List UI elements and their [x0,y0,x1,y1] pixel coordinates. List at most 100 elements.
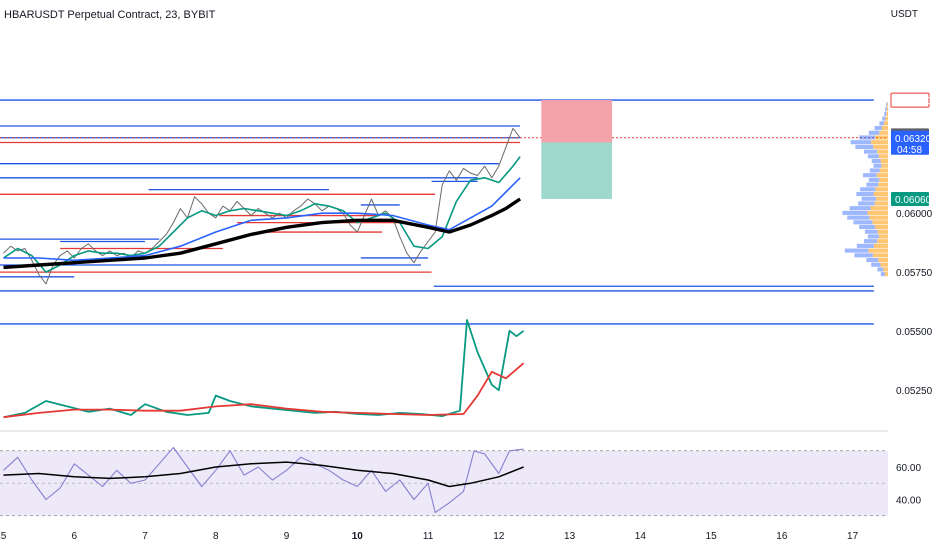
volume-profile [842,102,888,277]
profile-bar-poc [868,248,888,253]
time-tick-label: 12 [493,531,505,542]
take-profit-zone [541,142,613,200]
series-rsi [3,446,524,514]
time-tick-label: 11 [423,531,434,542]
profile-bar-poc [885,116,888,121]
time-tick-label: 6 [72,531,78,542]
rsi-tick-label: 60.00 [896,463,921,474]
profile-bar-poc [871,140,888,145]
profile-bar [879,121,885,126]
profile-bar-poc [878,257,888,263]
profile-bar-poc [879,177,888,182]
profile-bar-poc [880,158,888,164]
profile-bar-poc [876,196,888,201]
profile-bar-poc [875,135,888,140]
profile-bar-poc [877,149,888,154]
time-tick-label: 14 [635,531,647,542]
profile-bar [856,243,874,248]
profile-bar [864,239,878,244]
time-tick-label: 17 [847,531,859,542]
series-ema-fast [3,156,521,273]
panel-backgrounds [0,430,888,517]
profile-bar [866,182,879,187]
profile-bar [859,224,876,230]
series-rsi-ma [3,461,524,488]
profile-bar [885,107,887,112]
oscillator-panel [3,319,525,419]
profile-bar [867,234,879,239]
series-osc-slow [3,362,525,419]
rsi-panel [3,446,524,514]
time-tick-label: 7 [142,531,148,542]
time-tick-label: 9 [284,531,290,542]
profile-bar-poc [869,215,888,220]
profile-bar-poc [874,201,888,206]
axis-labels: 0.06000 0.05750 0.05500 0.05250 60.00 40.00 5 6… [1,209,932,542]
time-tick-label: 16 [776,531,788,542]
currency-label: USDT [890,9,918,20]
profile-bar-poc [875,224,888,230]
profile-bar-poc [879,130,888,135]
profile-bar [864,149,878,154]
profile-bar-poc [875,187,888,192]
profile-bar [867,154,879,159]
price-tag-label: 0.06060 [895,195,932,206]
horizontal-levels [0,99,888,325]
profile-bar-poc [884,121,888,126]
bar-countdown: 04:58 [897,145,922,156]
profile-bar-poc [883,267,888,272]
profile-bar-poc [879,168,888,173]
profile-bar-poc [884,272,888,277]
profile-bar [854,253,873,258]
profile-bar-poc [880,262,888,267]
time-tick-label: 8 [213,531,219,542]
price-tag-label: 0.06320 [895,134,932,145]
price-tag-label: 0.06480 [895,96,932,107]
stop-loss-zone [541,100,613,143]
profile-bar [869,168,880,173]
price-series [3,127,522,285]
price-tag [891,130,929,155]
profile-bar [874,125,882,131]
profile-bar [855,144,874,149]
profile-bar [850,140,872,145]
profile-bar [856,191,874,197]
profile-bar [859,135,876,140]
profile-bar [871,262,881,267]
profile-bar-poc [877,229,888,234]
profile-bar [847,215,870,220]
profile-bar-poc [872,253,888,258]
profile-bar-poc [872,220,888,225]
price-tag [891,192,929,207]
chart-title: HBARUSDT Perpetual Contract, 23, BYBIT [4,9,216,21]
profile-bar-poc [867,210,888,215]
profile-bar-poc [878,182,888,187]
profile-bar-poc [878,154,888,159]
price-tick-label: 0.05250 [896,386,932,397]
time-tick-label: 5 [1,531,7,542]
profile-bar [853,220,873,225]
profile-bar [868,130,880,135]
profile-bar [871,158,881,164]
profile-bar-poc [873,191,888,197]
profile-bar-poc [881,163,888,168]
profile-bar-poc [887,102,888,107]
profile-bar [860,187,876,192]
profile-bar [844,248,869,253]
series-ema-mid [3,177,521,262]
profile-bar [842,210,868,215]
profile-bar [886,102,888,107]
profile-bar-poc [881,125,888,131]
profile-bar [866,257,879,263]
price-tag [890,92,930,108]
profile-bar [861,196,877,201]
time-tick-label: 13 [564,531,576,542]
profile-bar [877,267,884,272]
profile-bar-poc [876,173,888,178]
position-box [541,100,613,200]
profile-bar [884,111,887,116]
price-tick-label: 0.05500 [896,327,932,338]
